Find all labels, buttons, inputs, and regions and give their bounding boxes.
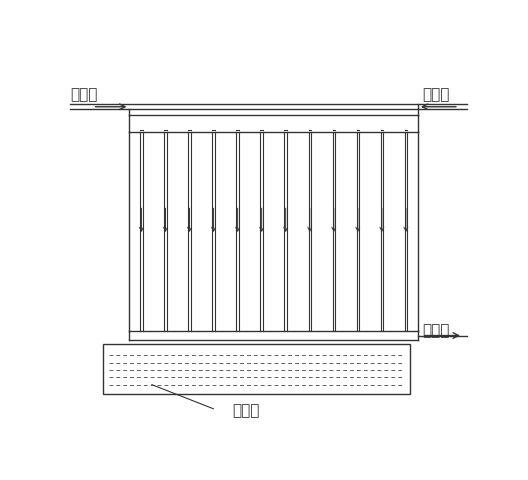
Bar — [103, 344, 410, 394]
Text: 浓溶液: 浓溶液 — [422, 87, 449, 102]
Text: 冷却水: 冷却水 — [70, 87, 98, 102]
Text: 稀溶液: 稀溶液 — [232, 403, 260, 418]
Text: 冷却水: 冷却水 — [422, 324, 449, 338]
